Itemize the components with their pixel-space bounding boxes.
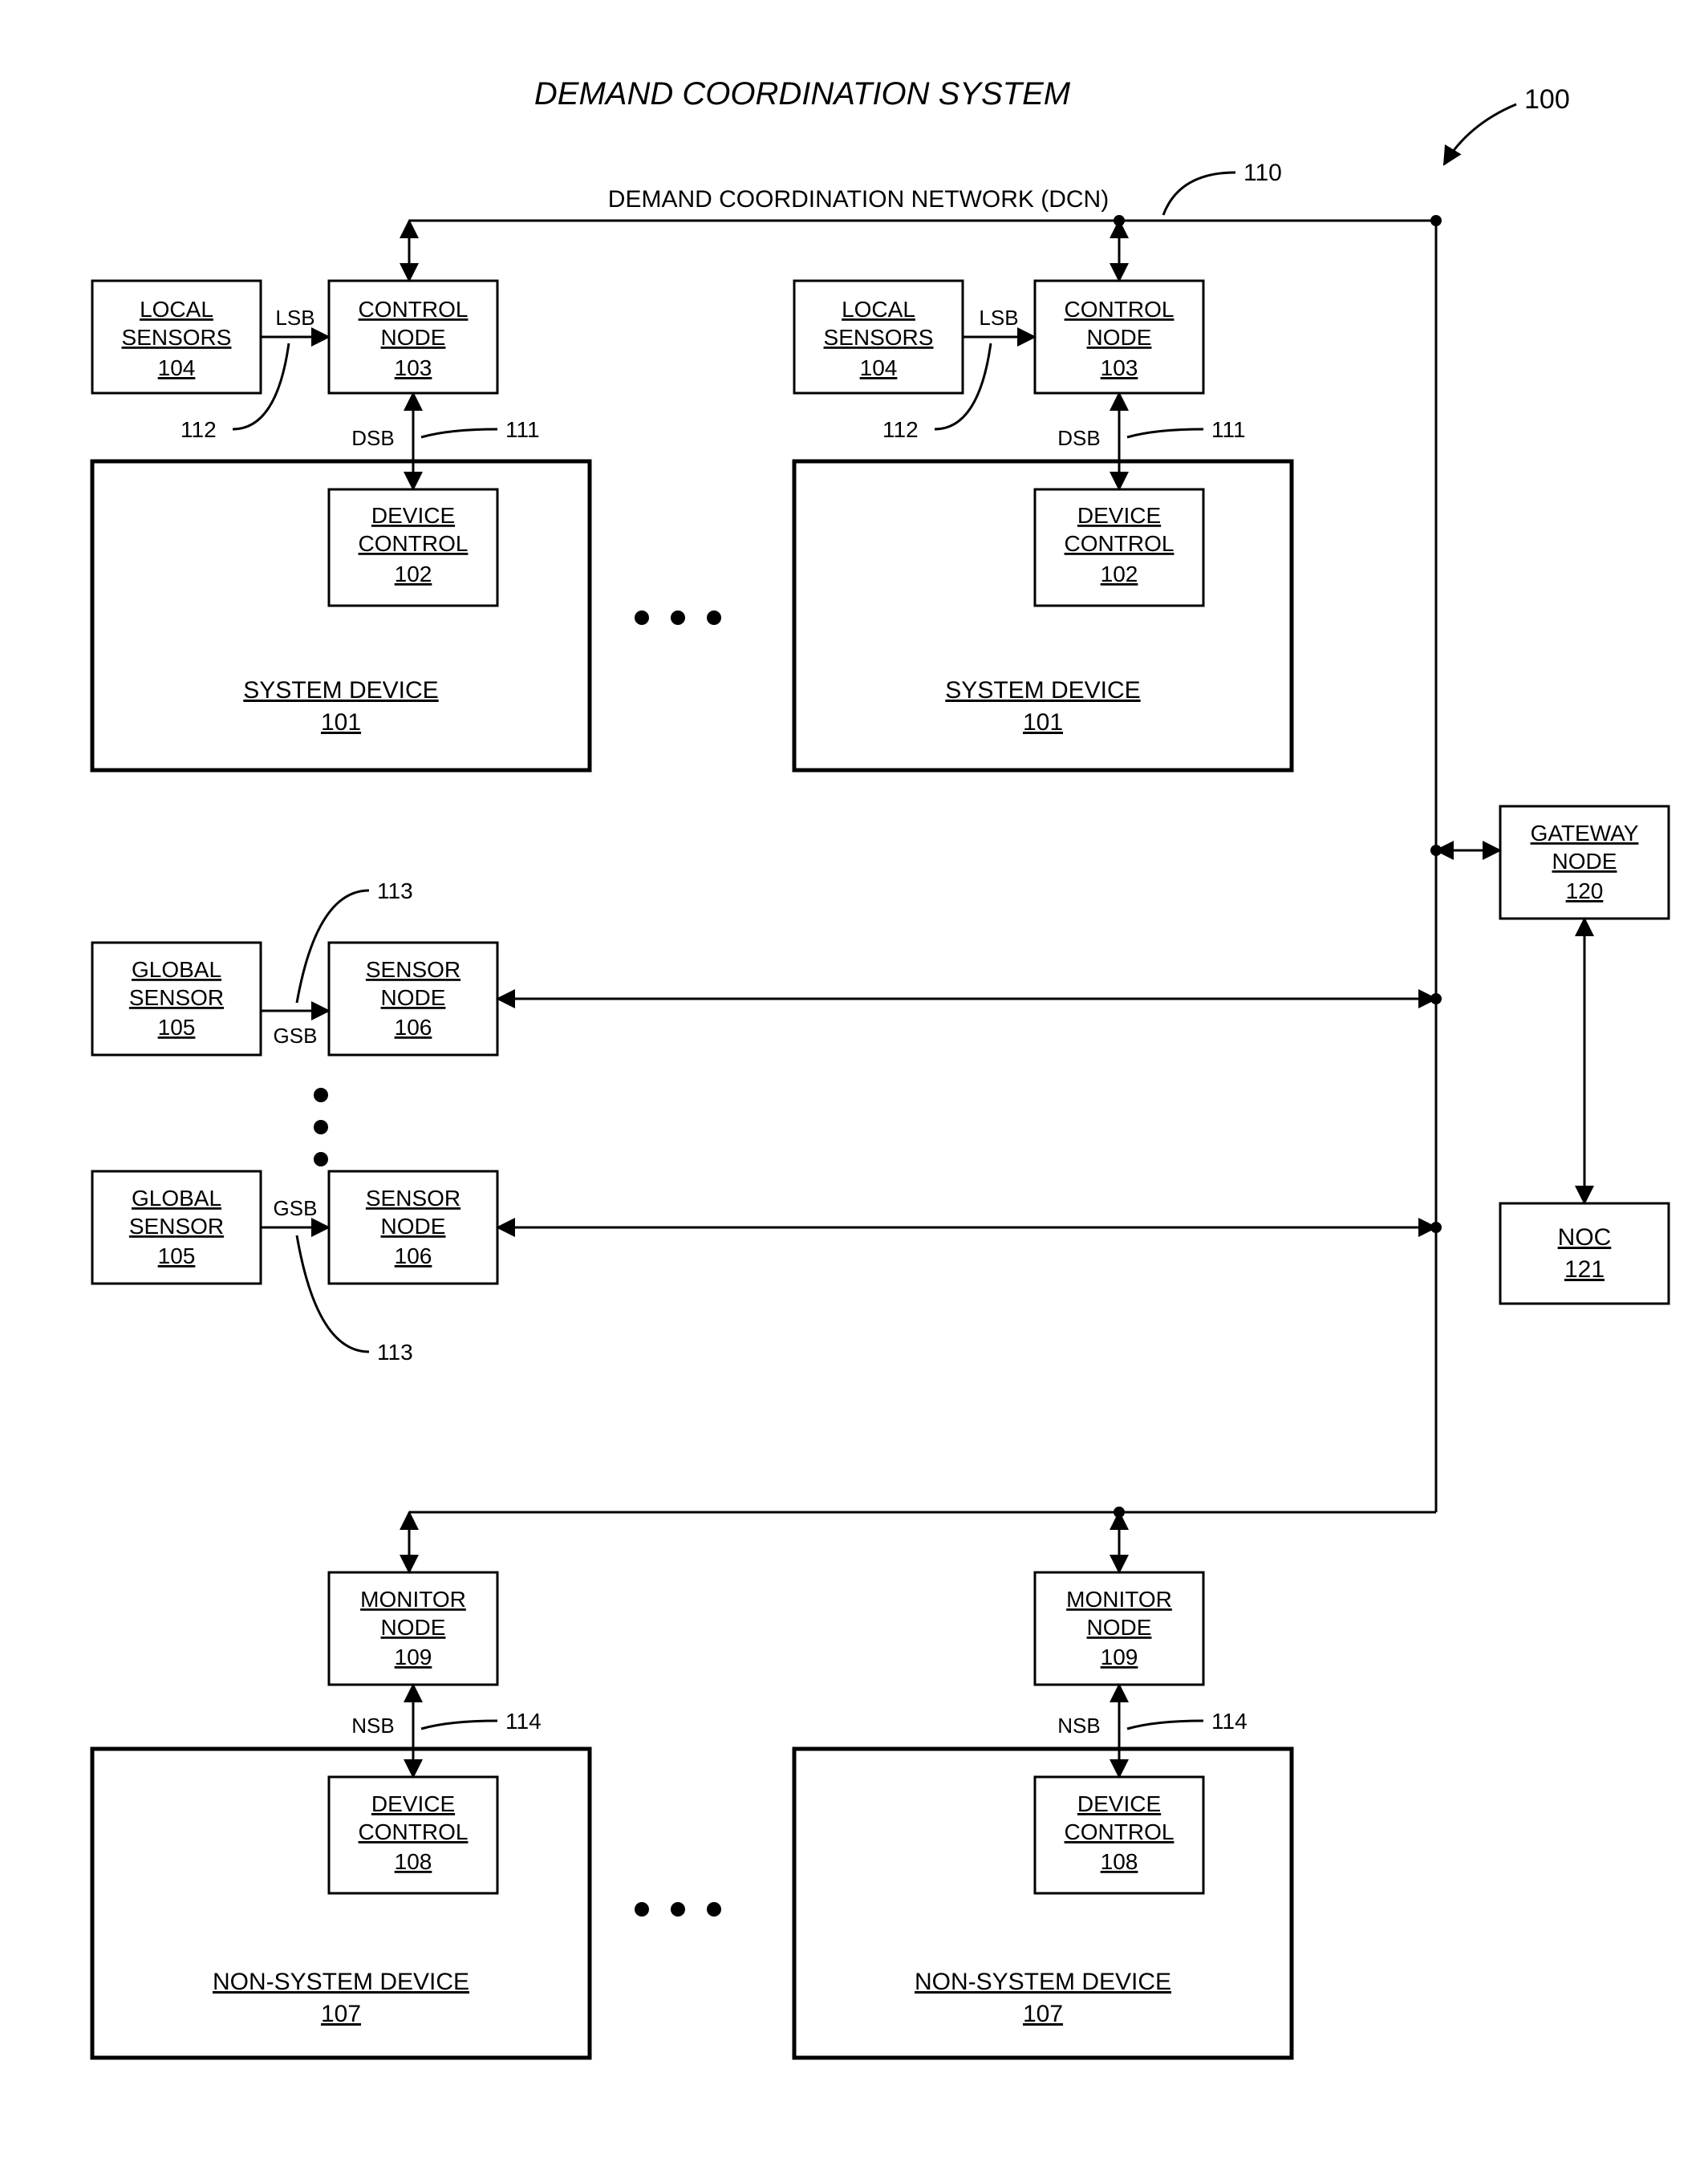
lbl-gateway-a: GATEWAY	[1531, 821, 1639, 846]
lbl-local-sensors-1n: 104	[158, 355, 196, 380]
diagram-title: DEMAND COORDINATION SYSTEM	[534, 76, 1071, 112]
lbl-device-control-2a: DEVICE	[1077, 503, 1161, 528]
demand-coordination-diagram: DEMAND COORDINATION SYSTEM 100 DEMAND CO…	[0, 0, 1708, 2158]
ellipsis-sn-3	[314, 1152, 328, 1166]
lbl-device-control2-1n: 108	[395, 1849, 432, 1874]
lbl-device-control-1n: 102	[395, 562, 432, 586]
lbl-device-control-2b: CONTROL	[1065, 531, 1175, 556]
ref-113-1: 113	[377, 878, 413, 903]
lbl-monitor-node-2a: MONITOR	[1066, 1587, 1172, 1612]
lbl-sensor-node-1n: 106	[395, 1015, 432, 1040]
ellipsis-nsd-2	[671, 1902, 685, 1917]
lbl-nonsystem-device-1n: 107	[321, 2001, 361, 2027]
lbl-dsb-1: DSB	[351, 426, 394, 450]
lbl-noc-n: 121	[1564, 1256, 1605, 1283]
ref-114-1: 114	[505, 1709, 542, 1734]
ref-111-2: 111	[1211, 417, 1246, 442]
lbl-global-sensor-1a: GLOBAL	[132, 957, 221, 982]
ellipsis-sd-3	[707, 610, 721, 625]
lbl-device-control-1a: DEVICE	[371, 503, 455, 528]
lbl-local-sensors-2b: SENSORS	[824, 325, 934, 350]
lbl-monitor-node-1b: NODE	[381, 1615, 446, 1640]
ref-112-1: 112	[181, 417, 217, 442]
lbl-nsb-1: NSB	[351, 1714, 394, 1738]
leader-114-2	[1127, 1721, 1203, 1729]
lbl-noc-a: NOC	[1558, 1224, 1612, 1251]
lbl-control-node-1n: 103	[395, 355, 432, 380]
lbl-global-sensor-1n: 105	[158, 1015, 196, 1040]
lbl-gsb-2: GSB	[274, 1196, 318, 1220]
lbl-nonsystem-device-2n: 107	[1023, 2001, 1063, 2027]
lbl-control-node-1a: CONTROL	[359, 297, 469, 322]
leader-114-1	[421, 1721, 497, 1729]
lbl-control-node-2n: 103	[1101, 355, 1138, 380]
lbl-device-control2-2n: 108	[1101, 1849, 1138, 1874]
ref-113-2: 113	[377, 1340, 413, 1365]
lbl-monitor-node-1n: 109	[395, 1645, 432, 1669]
bus-dot-0	[1430, 215, 1442, 226]
ellipsis-sd-1	[635, 610, 649, 625]
lbl-sensor-node-2b: NODE	[381, 1214, 446, 1239]
lbl-system-device-1n: 101	[321, 709, 361, 736]
lbl-device-control2-1b: CONTROL	[359, 1819, 469, 1844]
lbl-system-device-1a: SYSTEM DEVICE	[243, 677, 438, 704]
ellipsis-sd-2	[671, 610, 685, 625]
lbl-gateway-b: NODE	[1552, 849, 1617, 874]
ellipsis-sn-1	[314, 1088, 328, 1102]
lbl-system-device-2a: SYSTEM DEVICE	[945, 677, 1140, 704]
lbl-device-control-2n: 102	[1101, 562, 1138, 586]
lbl-gateway-n: 120	[1566, 878, 1604, 903]
lbl-local-sensors-2a: LOCAL	[842, 297, 915, 322]
lbl-monitor-node-1a: MONITOR	[360, 1587, 466, 1612]
lbl-sensor-node-2a: SENSOR	[366, 1186, 460, 1211]
ref-114-2: 114	[1211, 1709, 1248, 1734]
lbl-global-sensor-2n: 105	[158, 1243, 196, 1268]
lbl-sensor-node-1b: NODE	[381, 985, 446, 1010]
ref-112-2: 112	[882, 417, 919, 442]
lbl-lsb-1: LSB	[275, 306, 314, 330]
leader-111-2	[1127, 429, 1203, 437]
ref-100: 100	[1524, 84, 1570, 115]
leader-110	[1163, 172, 1235, 215]
lbl-global-sensor-1b: SENSOR	[129, 985, 224, 1010]
dcn-bus-label: DEMAND COORDINATION NETWORK (DCN)	[608, 186, 1109, 213]
lbl-nonsystem-device-2a: NON-SYSTEM DEVICE	[915, 1969, 1171, 1995]
lbl-sensor-node-1a: SENSOR	[366, 957, 460, 982]
lbl-control-node-2a: CONTROL	[1065, 297, 1175, 322]
ellipsis-sn-2	[314, 1120, 328, 1134]
ellipsis-nsd-1	[635, 1902, 649, 1917]
lbl-local-sensors-1b: SENSORS	[122, 325, 232, 350]
lbl-lsb-2: LSB	[979, 306, 1018, 330]
lbl-device-control2-1a: DEVICE	[371, 1791, 455, 1816]
lbl-local-sensors-2n: 104	[860, 355, 898, 380]
ref-111-1: 111	[505, 417, 540, 442]
lbl-control-node-2b: NODE	[1087, 325, 1152, 350]
ellipsis-nsd-3	[707, 1902, 721, 1917]
lbl-sensor-node-2n: 106	[395, 1243, 432, 1268]
lbl-monitor-node-2b: NODE	[1087, 1615, 1152, 1640]
box-noc	[1500, 1203, 1669, 1304]
lbl-global-sensor-2b: SENSOR	[129, 1214, 224, 1239]
lbl-dsb-2: DSB	[1057, 426, 1100, 450]
lbl-gsb-1: GSB	[274, 1024, 318, 1048]
lbl-system-device-2n: 101	[1023, 709, 1063, 736]
leader-100	[1444, 104, 1516, 164]
lbl-device-control2-2b: CONTROL	[1065, 1819, 1175, 1844]
ref-110: 110	[1243, 160, 1282, 186]
lbl-global-sensor-2a: GLOBAL	[132, 1186, 221, 1211]
lbl-local-sensors-1a: LOCAL	[140, 297, 213, 322]
lbl-device-control2-2a: DEVICE	[1077, 1791, 1161, 1816]
leader-111-1	[421, 429, 497, 437]
lbl-device-control-1b: CONTROL	[359, 531, 469, 556]
lbl-control-node-1b: NODE	[381, 325, 446, 350]
lbl-nsb-2: NSB	[1057, 1714, 1100, 1738]
lbl-monitor-node-2n: 109	[1101, 1645, 1138, 1669]
lbl-nonsystem-device-1a: NON-SYSTEM DEVICE	[213, 1969, 469, 1995]
